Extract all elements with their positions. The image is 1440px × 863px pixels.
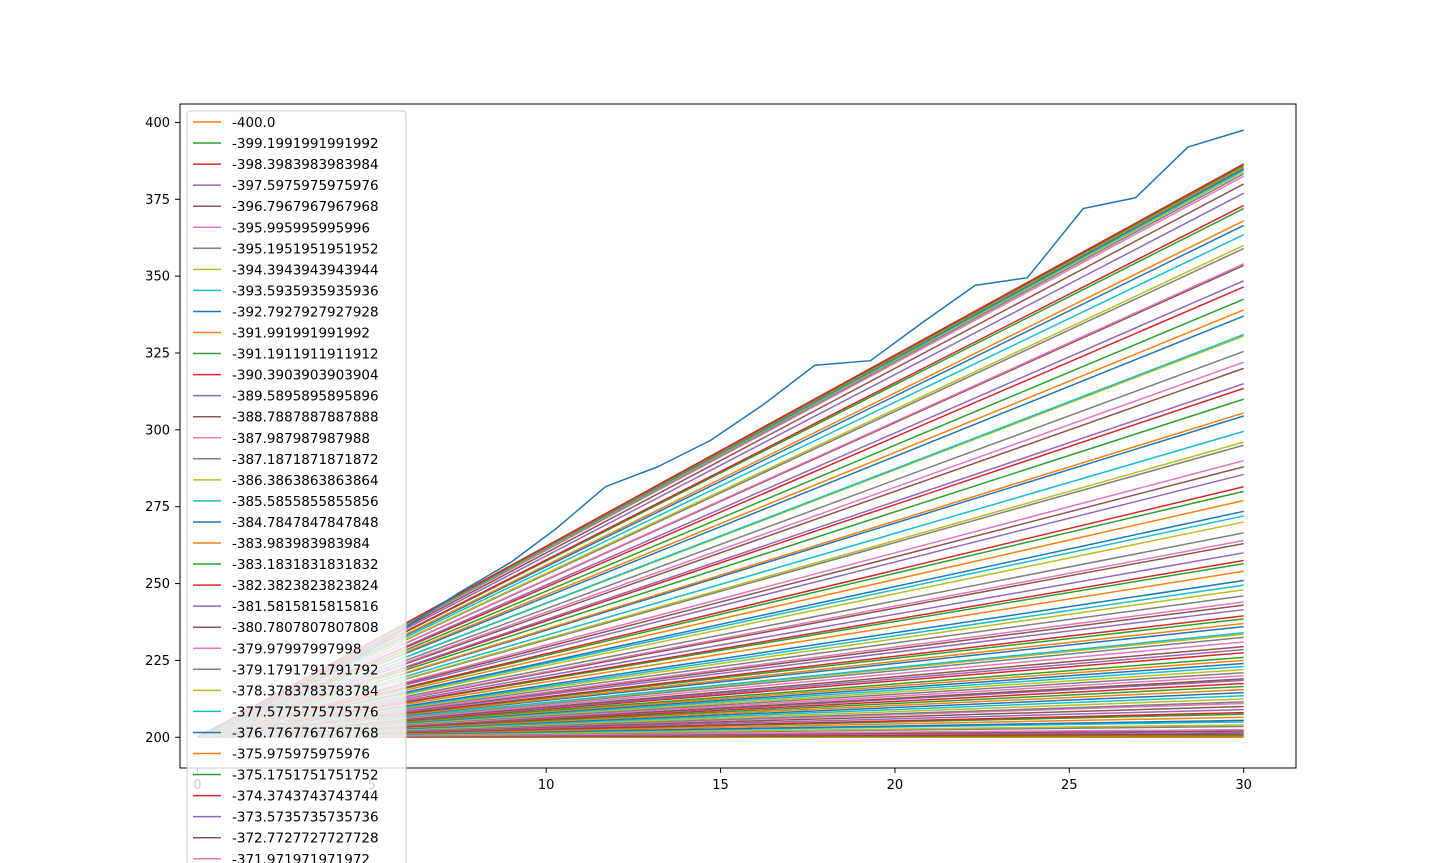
- y-tick-label: 325: [145, 347, 170, 362]
- legend-label: -395.1951951951952: [232, 241, 379, 257]
- legend-label: -394.3943943943944: [232, 262, 379, 278]
- legend-label: -384.7847847847848: [232, 515, 379, 531]
- legend-label: -380.7807807807808: [232, 620, 379, 636]
- y-tick-label: 400: [145, 116, 170, 131]
- legend-label: -386.3863863863864: [232, 473, 379, 489]
- legend-label: -392.7927927927928: [232, 304, 379, 320]
- y-tick-label: 250: [145, 577, 170, 592]
- y-tick-label: 375: [145, 193, 170, 208]
- x-tick-label: 10: [538, 778, 555, 793]
- legend-label: -396.7967967967968: [232, 199, 379, 215]
- x-tick-label: 20: [887, 778, 904, 793]
- axes-frame: [179, 103, 1297, 769]
- y-tick-label: 300: [145, 423, 170, 438]
- legend-label: -387.987987987988: [232, 431, 370, 447]
- legend-label: -373.5735735735736: [232, 810, 379, 826]
- legend-label: -390.3903903903904: [232, 368, 379, 384]
- y-tick-label: 225: [145, 654, 170, 669]
- legend-label: -395.995995995996: [232, 220, 370, 236]
- legend-label: -397.5975975975976: [232, 178, 379, 194]
- legend-label: -385.5855855855856: [232, 494, 379, 510]
- legend-label: -389.5895895895896: [232, 389, 379, 405]
- legend-label: -376.7767767767768: [232, 725, 379, 741]
- legend-label: -375.975975975976: [232, 747, 370, 763]
- legend-label: -399.1991991991992: [232, 136, 379, 152]
- x-tick-label: 25: [1061, 778, 1078, 793]
- legend-label: -377.5775775775776: [232, 704, 379, 720]
- legend-box: [186, 110, 407, 863]
- legend: -400.0 -399.1991991991992 -398.39839839839…: [186, 110, 407, 863]
- legend-label: -400.0: [232, 115, 276, 131]
- legend-label: -371.971971971972: [232, 852, 370, 863]
- legend-label: -387.1871871871872: [232, 452, 379, 468]
- legend-label: -379.1791791791792: [232, 662, 379, 678]
- legend-label: -388.7887887887888: [232, 410, 379, 426]
- legend-label: -378.3783783783784: [232, 683, 379, 699]
- legend-label: -391.991991991992: [232, 326, 370, 342]
- legend-label: -383.983983983984: [232, 536, 370, 552]
- legend-label: -391.1911911911912: [232, 347, 379, 363]
- y-tick-label: 275: [145, 500, 170, 515]
- legend-label: -372.7727727727728: [232, 831, 379, 847]
- legend-label: -375.1751751751752: [232, 768, 379, 784]
- legend-label: -398.3983983983984: [232, 157, 379, 173]
- y-tick-label: 200: [145, 731, 170, 746]
- x-tick-label: 15: [712, 778, 729, 793]
- legend-label: -383.1831831831832: [232, 557, 379, 573]
- legend-label: -379.97997997998: [232, 641, 361, 657]
- y-tick-label: 350: [145, 270, 170, 285]
- legend-label: -374.3743743743744: [232, 789, 379, 805]
- legend-label: -393.5935935935936: [232, 283, 379, 299]
- x-tick-label: 30: [1235, 778, 1252, 793]
- legend-label: -382.3823823823824: [232, 578, 379, 594]
- legend-label: -381.5815815815816: [232, 599, 379, 615]
